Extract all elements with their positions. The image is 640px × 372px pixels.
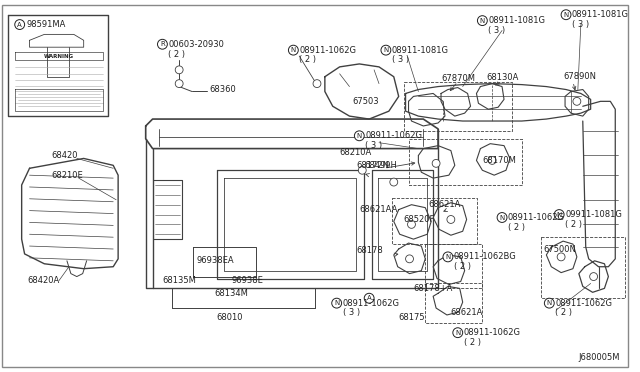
Text: 68010: 68010 bbox=[216, 314, 243, 323]
Text: ( 3 ): ( 3 ) bbox=[488, 26, 506, 35]
Circle shape bbox=[432, 160, 440, 167]
Circle shape bbox=[447, 215, 455, 224]
Circle shape bbox=[561, 10, 571, 20]
Circle shape bbox=[497, 212, 507, 222]
Circle shape bbox=[332, 298, 342, 308]
Text: 68170M: 68170M bbox=[483, 156, 516, 165]
Text: N: N bbox=[356, 133, 362, 139]
Text: 67503: 67503 bbox=[353, 97, 379, 106]
Text: J680005M: J680005M bbox=[579, 353, 620, 362]
Text: N: N bbox=[480, 17, 485, 23]
Text: 68134M: 68134M bbox=[214, 289, 248, 298]
Circle shape bbox=[175, 80, 183, 87]
Text: N: N bbox=[445, 254, 451, 260]
Text: 68172N: 68172N bbox=[356, 161, 389, 170]
Circle shape bbox=[390, 178, 397, 186]
Text: ( 3 ): ( 3 ) bbox=[572, 20, 589, 29]
Text: 68499H: 68499H bbox=[364, 161, 397, 170]
Text: 68178: 68178 bbox=[356, 247, 383, 256]
Text: ( 2 ): ( 2 ) bbox=[168, 49, 186, 58]
Text: N: N bbox=[291, 47, 296, 53]
Text: ( 2 ): ( 2 ) bbox=[454, 262, 471, 271]
Text: 68178+A: 68178+A bbox=[413, 284, 453, 293]
Text: 68621A: 68621A bbox=[428, 200, 461, 209]
Text: 09911-1081G: 09911-1081G bbox=[565, 210, 622, 219]
Text: A: A bbox=[367, 295, 372, 301]
Text: A: A bbox=[17, 22, 22, 28]
Text: N: N bbox=[547, 300, 552, 306]
Text: 08911-1062G: 08911-1062G bbox=[342, 299, 399, 308]
Text: ( 2 ): ( 2 ) bbox=[463, 338, 481, 347]
Text: 00603-20930: 00603-20930 bbox=[168, 40, 224, 49]
Text: ( 2 ): ( 2 ) bbox=[300, 55, 316, 64]
Circle shape bbox=[477, 16, 487, 26]
Circle shape bbox=[157, 39, 167, 49]
Circle shape bbox=[545, 298, 554, 308]
Text: 96938E: 96938E bbox=[231, 276, 263, 285]
Text: 68175: 68175 bbox=[399, 314, 426, 323]
Text: 68520F: 68520F bbox=[404, 215, 435, 224]
Text: 68420A: 68420A bbox=[28, 276, 60, 285]
Circle shape bbox=[175, 66, 183, 74]
Text: 67890N: 67890N bbox=[563, 72, 596, 81]
Text: 68210E: 68210E bbox=[51, 171, 83, 180]
Text: 68420: 68420 bbox=[51, 151, 77, 160]
Text: 08911-1081G: 08911-1081G bbox=[392, 46, 449, 55]
Text: 68210A: 68210A bbox=[340, 148, 372, 157]
Text: 08911-1062BG: 08911-1062BG bbox=[454, 252, 516, 262]
Text: 68360: 68360 bbox=[210, 85, 236, 94]
Text: N: N bbox=[383, 47, 388, 53]
Text: 68130A: 68130A bbox=[486, 73, 518, 82]
Text: N: N bbox=[557, 212, 562, 218]
Text: ( 3 ): ( 3 ) bbox=[365, 141, 382, 150]
Text: N: N bbox=[334, 300, 339, 306]
Text: ( 3 ): ( 3 ) bbox=[392, 55, 409, 64]
Circle shape bbox=[453, 328, 463, 338]
Text: 67500N: 67500N bbox=[543, 244, 576, 253]
Text: 68621A: 68621A bbox=[450, 308, 483, 317]
Text: N: N bbox=[499, 215, 505, 221]
Circle shape bbox=[313, 80, 321, 87]
Text: WARNING: WARNING bbox=[44, 54, 74, 58]
Text: N: N bbox=[563, 12, 569, 18]
Text: ( 3 ): ( 3 ) bbox=[342, 308, 360, 317]
Circle shape bbox=[557, 253, 565, 261]
Circle shape bbox=[443, 252, 453, 262]
Text: 67870M: 67870M bbox=[441, 74, 475, 83]
Circle shape bbox=[554, 210, 564, 219]
Text: 08911-1062G: 08911-1062G bbox=[556, 299, 612, 308]
Circle shape bbox=[488, 157, 496, 164]
Text: 98591MA: 98591MA bbox=[27, 20, 66, 29]
Text: 96938EA: 96938EA bbox=[197, 256, 234, 265]
Text: ( 2 ): ( 2 ) bbox=[565, 220, 582, 229]
Text: 08911-1081G: 08911-1081G bbox=[572, 10, 629, 19]
Text: ( 2 ): ( 2 ) bbox=[556, 308, 572, 317]
Circle shape bbox=[355, 131, 364, 141]
Text: 68621AA: 68621AA bbox=[359, 205, 397, 214]
Circle shape bbox=[381, 45, 391, 55]
Circle shape bbox=[15, 20, 24, 29]
Text: 08911-1062G: 08911-1062G bbox=[463, 328, 521, 337]
Circle shape bbox=[364, 293, 374, 303]
Circle shape bbox=[406, 255, 413, 263]
Circle shape bbox=[358, 166, 366, 174]
Circle shape bbox=[573, 97, 581, 105]
Circle shape bbox=[408, 221, 415, 228]
Text: 08911-1081G: 08911-1081G bbox=[488, 16, 545, 25]
Text: ( 2 ): ( 2 ) bbox=[508, 223, 525, 232]
Text: 08911-1062G: 08911-1062G bbox=[508, 213, 565, 222]
Circle shape bbox=[289, 45, 298, 55]
Circle shape bbox=[589, 273, 598, 280]
Text: R: R bbox=[160, 41, 165, 47]
Text: 08911-1062G: 08911-1062G bbox=[300, 46, 356, 55]
Text: N: N bbox=[455, 330, 460, 336]
Text: 08911-1062G: 08911-1062G bbox=[365, 131, 422, 140]
Text: 68135M: 68135M bbox=[163, 276, 196, 285]
